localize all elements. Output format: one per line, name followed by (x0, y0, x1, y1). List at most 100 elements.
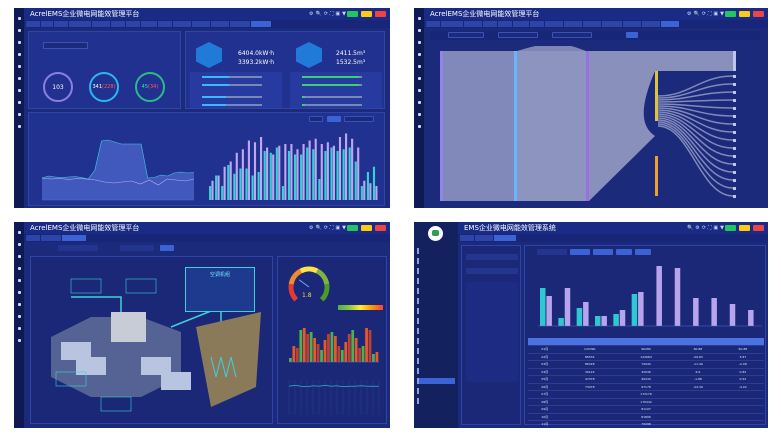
building-select[interactable] (58, 245, 98, 251)
tab[interactable] (513, 21, 529, 27)
status-chip-yellow[interactable] (361, 11, 372, 17)
sidebar-item[interactable] (417, 308, 455, 314)
tab[interactable] (69, 21, 91, 27)
sidebar-item[interactable] (417, 268, 455, 274)
system-select[interactable] (120, 245, 154, 251)
table-cell: 47478 (561, 375, 618, 384)
tab[interactable] (41, 21, 53, 27)
bar-b (266, 147, 269, 200)
tab[interactable] (583, 21, 601, 27)
tab-active[interactable] (251, 21, 271, 27)
tab[interactable] (92, 21, 110, 27)
query-button[interactable] (626, 32, 638, 38)
sidebar-item[interactable] (417, 288, 455, 294)
tab[interactable] (173, 21, 191, 27)
tab[interactable] (26, 21, 40, 27)
sidebar-item[interactable] (417, 318, 455, 324)
header-tool-icons[interactable]: ⚙🔍⟳⛶▣▼ (309, 225, 348, 231)
tab[interactable] (498, 21, 512, 27)
sankey-flow (657, 115, 734, 157)
cop-bar-chart (289, 328, 379, 363)
tab-active[interactable] (62, 235, 86, 241)
energy-type-select[interactable] (344, 116, 374, 122)
status-chip-green[interactable] (725, 225, 736, 231)
export-button[interactable] (635, 249, 651, 255)
status-chip-red[interactable] (753, 11, 764, 17)
sidebar-item[interactable] (417, 328, 455, 334)
table-cell: 03月 (528, 360, 562, 369)
tab[interactable] (426, 21, 440, 27)
header-tool-icons[interactable]: ⚙🔍⟳⛶▣▼ (309, 11, 348, 17)
next-year-button[interactable] (593, 249, 613, 255)
status-chip-green[interactable] (347, 225, 358, 231)
meter-tree[interactable] (466, 282, 518, 382)
end-date-input[interactable] (552, 32, 592, 38)
tab[interactable] (464, 21, 482, 27)
tab[interactable] (623, 21, 641, 27)
sankey-node (733, 123, 736, 126)
tab[interactable] (230, 21, 250, 27)
status-chip-red[interactable] (753, 225, 764, 231)
tab[interactable] (26, 235, 40, 241)
enterprise-select[interactable] (43, 42, 88, 49)
tab[interactable] (158, 21, 172, 27)
tab[interactable] (564, 21, 582, 27)
sidebar-item[interactable] (417, 338, 455, 344)
tab[interactable] (41, 235, 61, 241)
enterprise-select[interactable] (466, 254, 518, 260)
status-chip-yellow[interactable] (739, 225, 750, 231)
sankey-flow (657, 103, 734, 109)
sidebar-item[interactable] (417, 278, 455, 284)
sankey-node (733, 83, 736, 86)
sidebar-item[interactable] (417, 388, 455, 394)
table-cell: 30124 (561, 368, 618, 376)
period-button-active[interactable] (327, 116, 341, 122)
year-input[interactable] (537, 249, 567, 255)
table-cell (674, 390, 722, 399)
energy-type-select[interactable] (466, 268, 518, 274)
tab[interactable] (111, 21, 125, 27)
status-chip-yellow[interactable] (361, 225, 372, 231)
query-button[interactable] (160, 245, 174, 251)
period-button[interactable] (309, 116, 323, 122)
tab[interactable] (475, 235, 493, 241)
bar-b (253, 142, 257, 200)
status-chip-yellow[interactable] (739, 11, 750, 17)
status-chip-red[interactable] (375, 225, 386, 231)
sidebar-item[interactable] (417, 258, 455, 264)
building-select[interactable] (448, 32, 484, 38)
sidebar-item[interactable] (417, 298, 455, 304)
tab[interactable] (54, 21, 68, 27)
tab[interactable] (602, 21, 622, 27)
prev-year-button[interactable] (570, 249, 590, 255)
line-series-2 (41, 177, 195, 186)
ring-value: 45 (141, 84, 149, 90)
tab[interactable] (211, 21, 229, 27)
tab[interactable] (460, 235, 474, 241)
tab[interactable] (545, 21, 563, 27)
query-button[interactable] (616, 249, 632, 255)
bar-a (360, 186, 363, 200)
start-date-input[interactable] (498, 32, 538, 38)
tab-active[interactable] (661, 21, 679, 27)
sidebar-item[interactable] (417, 358, 455, 364)
status-chip-green[interactable] (347, 11, 358, 17)
tab[interactable] (192, 21, 210, 27)
tab[interactable] (441, 21, 463, 27)
tab[interactable] (483, 21, 497, 27)
tab[interactable] (126, 21, 140, 27)
header-tool-icons[interactable]: ⚙🔍⟳⛶▣▼ (687, 11, 726, 17)
sidebar-item[interactable] (417, 348, 455, 354)
tab-active[interactable] (494, 235, 516, 241)
tab[interactable] (642, 21, 660, 27)
sidebar-item[interactable] (417, 378, 455, 384)
header-tool-icons[interactable]: 🔍⚙⟳⛶▣▼ (687, 225, 726, 231)
status-chip-red[interactable] (375, 11, 386, 17)
sidebar-item[interactable] (417, 368, 455, 374)
sidebar-item[interactable] (417, 248, 455, 254)
tab[interactable] (141, 21, 157, 27)
sidebar-item[interactable] (417, 398, 455, 404)
tab[interactable] (530, 21, 544, 27)
sankey-node (733, 147, 736, 150)
status-chip-green[interactable] (725, 11, 736, 17)
